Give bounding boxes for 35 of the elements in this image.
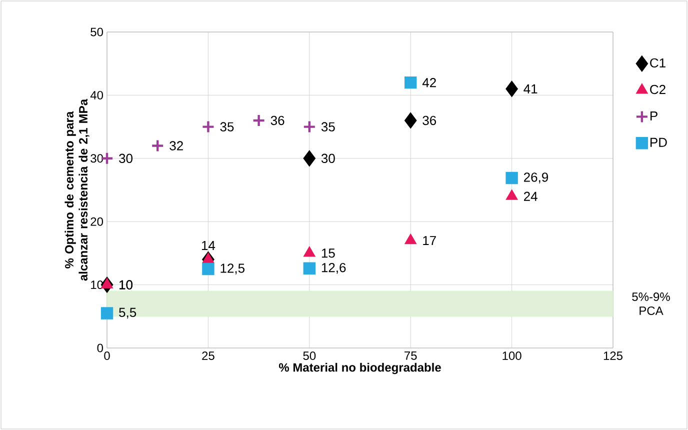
data-label: 10 (120, 280, 132, 290)
data-label: 5,5 (119, 308, 136, 319)
data-label: 32 (170, 141, 183, 150)
data-label: 12,6 (322, 262, 346, 274)
x-tick-label: 0 (104, 352, 110, 360)
x-axis-title: % Material no biodegradable (278, 362, 441, 374)
legend-label: PD (650, 138, 667, 147)
y-tick-label: 50 (90, 28, 104, 36)
data-label: 36 (422, 116, 436, 126)
x-tick-label: 125 (604, 352, 622, 360)
data-label: 15 (322, 248, 335, 258)
x-tick-label: 100 (502, 352, 522, 360)
band-label: 5%-9% PCA (632, 292, 670, 315)
x-tick-label: 50 (303, 352, 316, 360)
data-label: 12,5 (220, 264, 244, 274)
data-label: 41 (524, 84, 538, 94)
data-label: 24 (524, 192, 538, 201)
y-tick-label: 20 (90, 217, 104, 226)
data-label: 30 (321, 154, 335, 163)
data-label: 36 (270, 116, 284, 126)
data-label: 35 (321, 122, 335, 132)
y-tick-label: 0 (97, 344, 104, 352)
x-tick-label: 75 (404, 352, 417, 360)
legend-label: P (650, 111, 658, 120)
data-label: 42 (422, 78, 436, 88)
y-tick-label: 40 (90, 90, 104, 100)
data-label: 17 (423, 236, 436, 246)
data-label: 35 (220, 122, 234, 132)
data-label: 26,9 (524, 172, 548, 184)
y-axis-title: % Optimo de cemento para alcanzar resistencia de 2,1 MPa (64, 98, 90, 281)
legend-label: C2 (650, 84, 666, 94)
legend-label: C1 (650, 58, 666, 68)
x-tick-label: 25 (202, 352, 214, 360)
data-label: 14 (202, 241, 216, 250)
data-label: 30 (119, 154, 132, 163)
